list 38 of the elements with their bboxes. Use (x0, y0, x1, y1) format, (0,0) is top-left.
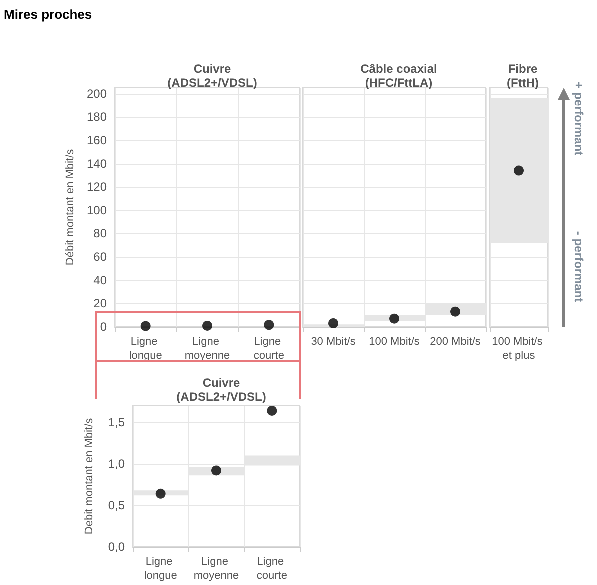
x-tick-label: Ligne longue (129, 336, 162, 362)
y-tick-label: 1,5 (108, 416, 126, 430)
x-tick-label: 30 Mbit/s (311, 336, 356, 348)
chart-title: Fibre (508, 62, 538, 76)
x-tick-label: 100 Mbit/s (369, 336, 420, 348)
x-tick-label: Ligne courte (254, 336, 284, 362)
text: Mires proches (4, 7, 92, 22)
y-tick-label: 60 (94, 250, 108, 264)
chart-title: Câble coaxial (360, 62, 438, 76)
x-tick-label: 200 Mbit/s (430, 336, 482, 348)
text: - performant (572, 231, 586, 302)
y-tick-label: 80 (94, 226, 108, 241)
y-tick-label: 200 (86, 86, 108, 101)
x-tick-label: Ligne courte (256, 556, 288, 582)
x-tick-label: Ligne moyenne (184, 336, 230, 362)
text: + performant (572, 82, 586, 156)
y-tick-label: 120 (86, 180, 108, 194)
y-tick-label: 20 (94, 296, 108, 311)
chart-title: Cuivre (194, 62, 232, 76)
chart-subtitle: (HFC/FttLA) (365, 76, 433, 90)
chart-subtitle: (FttH) (507, 76, 539, 90)
y-tick-label: 180 (86, 110, 108, 124)
x-tick-label: Ligne longue (144, 556, 178, 582)
chart-title: Cuivre (202, 376, 240, 390)
y-tick-label: 100 (86, 203, 108, 218)
chart-subtitle: (ADSL2+/VDSL) (176, 390, 266, 404)
y-axis-title: Debit montant en Mbit/s (84, 418, 96, 535)
y-tick-label: 140 (86, 156, 108, 171)
y-axis-title: Débit montant en Mbit/s (64, 148, 77, 266)
x-tick-label: Ligne moyenne (194, 556, 240, 582)
y-tick-label: 0,5 (108, 498, 126, 513)
y-tick-label: 160 (86, 133, 108, 148)
y-tick-label: 1,0 (108, 457, 126, 472)
chart-subtitle: (ADSL2+/VDSL) (168, 76, 258, 90)
y-tick-label: 40 (94, 273, 108, 288)
y-tick-label: 0,0 (108, 540, 126, 554)
x-tick-label: 100 Mbit/s et plus (492, 336, 546, 362)
y-tick-label: 0 (100, 320, 108, 334)
